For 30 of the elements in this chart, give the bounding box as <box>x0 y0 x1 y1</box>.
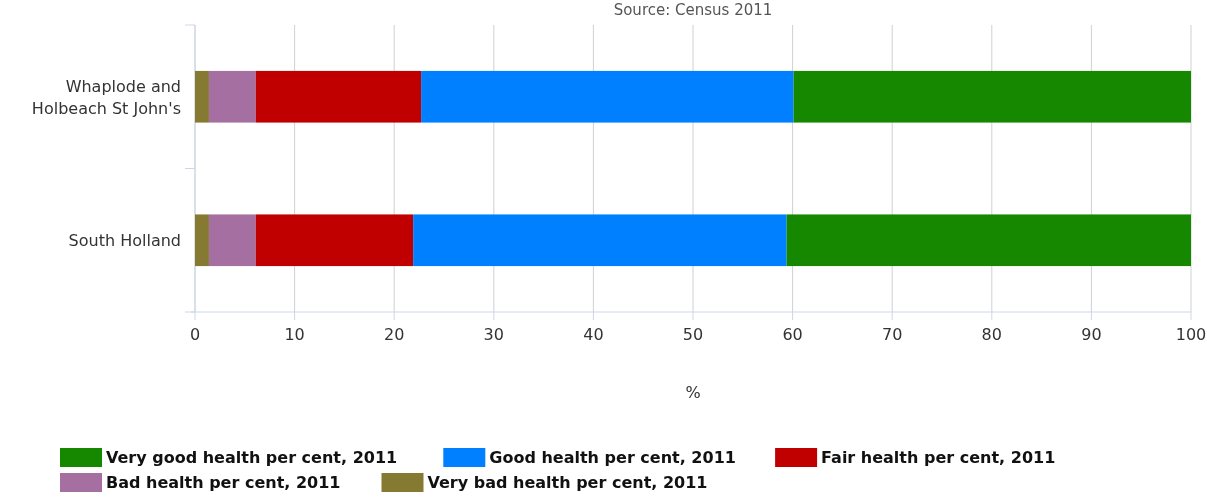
chart-subtitle: Source: Census 2011 <box>613 1 773 19</box>
bar <box>421 70 794 123</box>
bar <box>255 70 422 123</box>
bar <box>413 214 787 267</box>
legend-label: Fair health per cent, 2011 <box>821 448 1056 467</box>
x-tick-label: 20 <box>384 325 405 344</box>
x-tick-label: 40 <box>583 325 604 344</box>
legend-label: Bad health per cent, 2011 <box>106 473 341 492</box>
bar <box>208 214 256 267</box>
bar <box>208 70 256 123</box>
legend-label: Very bad health per cent, 2011 <box>427 473 708 492</box>
x-tick-label: 80 <box>981 325 1002 344</box>
x-tick-label: 90 <box>1081 325 1102 344</box>
x-tick-label: 30 <box>483 325 504 344</box>
bar <box>255 214 414 267</box>
x-tick-label: 10 <box>284 325 305 344</box>
x-tick-label: 0 <box>189 325 201 344</box>
legend-label: Very good health per cent, 2011 <box>106 448 398 467</box>
legend-label: Good health per cent, 2011 <box>489 448 736 467</box>
bar <box>195 70 209 123</box>
x-tick-label: 70 <box>882 325 903 344</box>
bar <box>786 214 1191 267</box>
y-tick-label: South Holland <box>68 231 181 251</box>
x-axis-title: % <box>685 383 701 402</box>
y-tick-label: Whaplode and Holbeach St John's <box>31 76 181 118</box>
x-tick-label: 60 <box>782 325 803 344</box>
x-tick-label: 50 <box>682 325 704 344</box>
x-tick-label: 100 <box>1175 325 1207 344</box>
bar <box>793 70 1191 123</box>
bar <box>195 214 209 267</box>
